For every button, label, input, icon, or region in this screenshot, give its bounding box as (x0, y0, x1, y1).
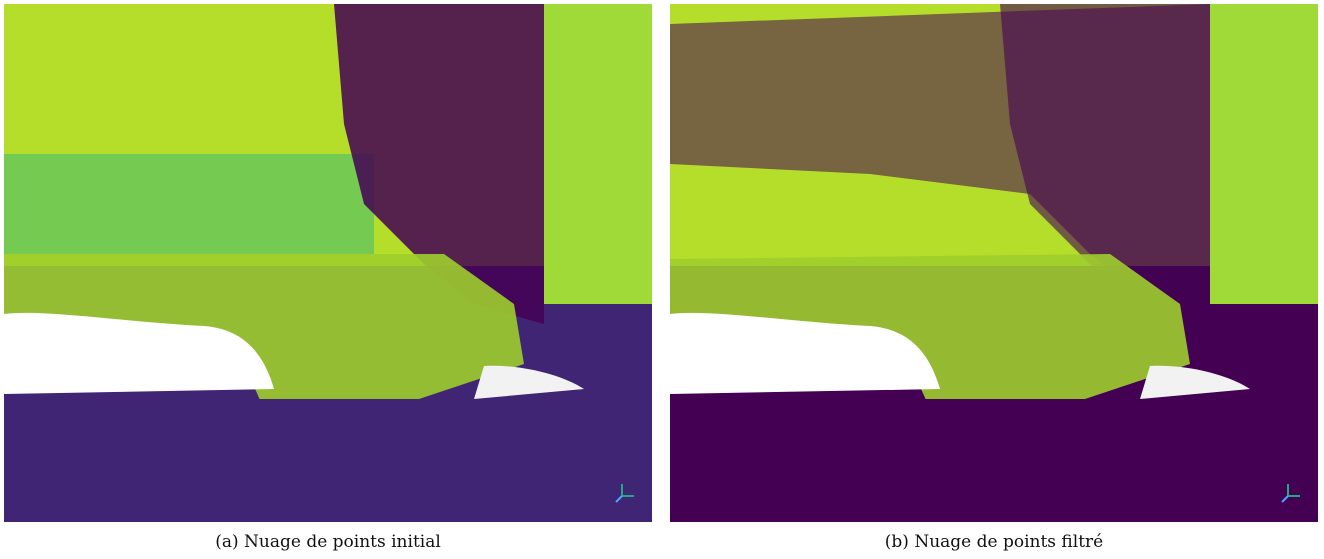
point-cloud-filtered-view (670, 4, 1318, 522)
caption-filtered: (b) Nuage de points filtré (884, 532, 1104, 552)
point-cloud-initial-view (4, 4, 652, 522)
caption-initial: (a) Nuage de points initial (215, 532, 441, 552)
xyz-axes-icon (615, 484, 634, 503)
xyz-axes-icon (1281, 484, 1300, 503)
